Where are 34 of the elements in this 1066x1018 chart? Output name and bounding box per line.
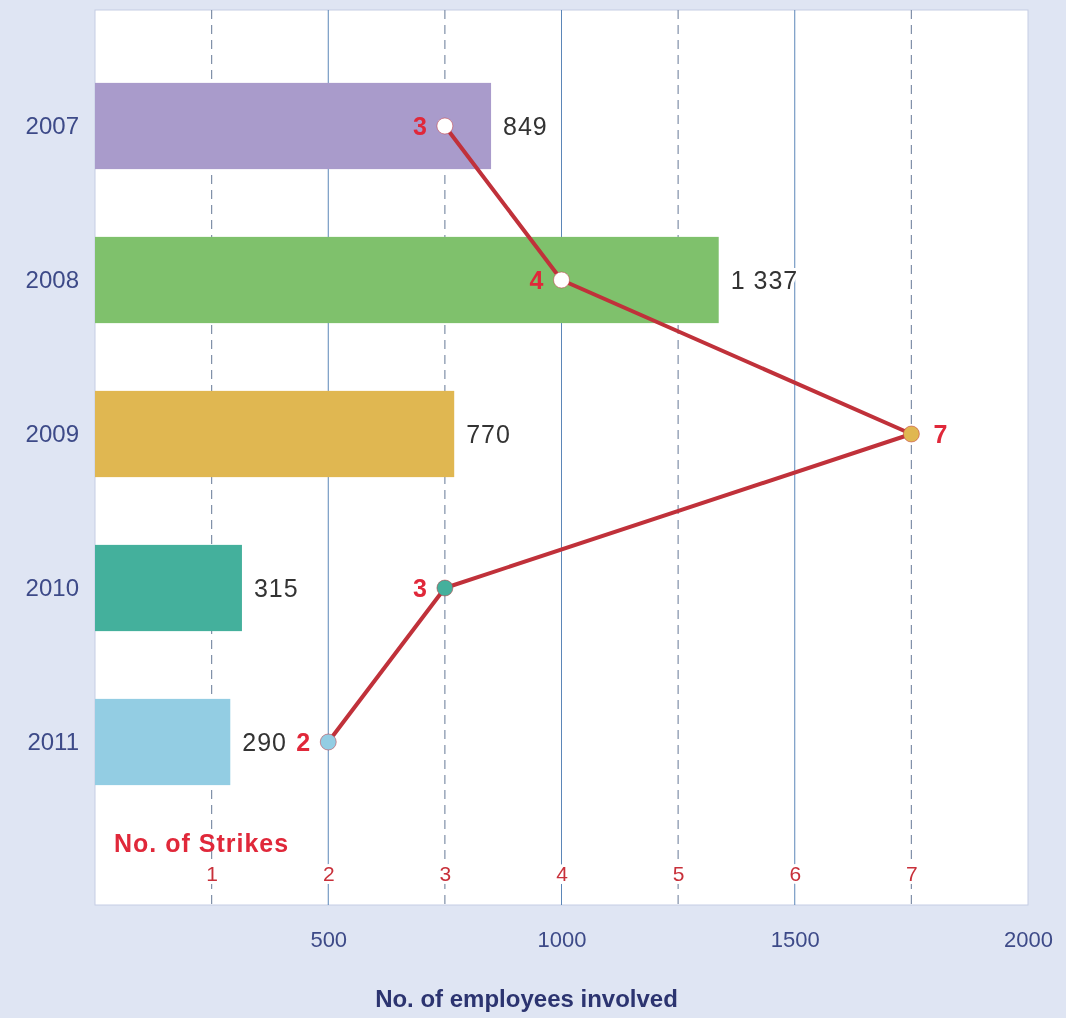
bar	[95, 236, 719, 324]
bar	[95, 82, 492, 170]
data-label: 315	[253, 574, 299, 602]
x-tick-label: 2000	[1004, 926, 1053, 952]
x2-tick-label: 7	[906, 861, 918, 885]
x2-tick-label: 1	[206, 861, 218, 885]
bar	[95, 390, 455, 478]
x2-axis-title: No. of Strikes	[114, 829, 290, 857]
x-tick-label: 500	[310, 926, 348, 952]
data-label: 7	[933, 420, 948, 448]
data-label: 770	[466, 420, 511, 448]
bar	[95, 544, 242, 632]
point	[320, 733, 337, 751]
bar	[95, 698, 231, 786]
y-tick-label: 2011	[27, 727, 79, 755]
x2-tick-label: 5	[672, 861, 685, 885]
y-tick-label: 2009	[25, 419, 79, 447]
y-tick-label: 2008	[25, 265, 79, 293]
data-label: 290	[242, 728, 287, 756]
point	[436, 117, 454, 135]
data-label: 3	[412, 112, 427, 140]
x2-tick-label: 3	[439, 861, 452, 885]
data-label: 2	[296, 728, 311, 756]
x-tick-label: 1000	[537, 926, 587, 952]
point	[553, 271, 570, 289]
y-tick-label: 2010	[25, 573, 79, 601]
data-label: 3	[412, 574, 427, 602]
data-label: 849	[503, 112, 548, 140]
data-label: 4	[529, 266, 544, 294]
point	[903, 425, 920, 443]
x-tick-label: 1500	[770, 926, 820, 952]
y-tick-label: 2007	[25, 111, 79, 139]
x-axis-title: No. of employees involved	[375, 985, 678, 1012]
point	[436, 579, 454, 597]
